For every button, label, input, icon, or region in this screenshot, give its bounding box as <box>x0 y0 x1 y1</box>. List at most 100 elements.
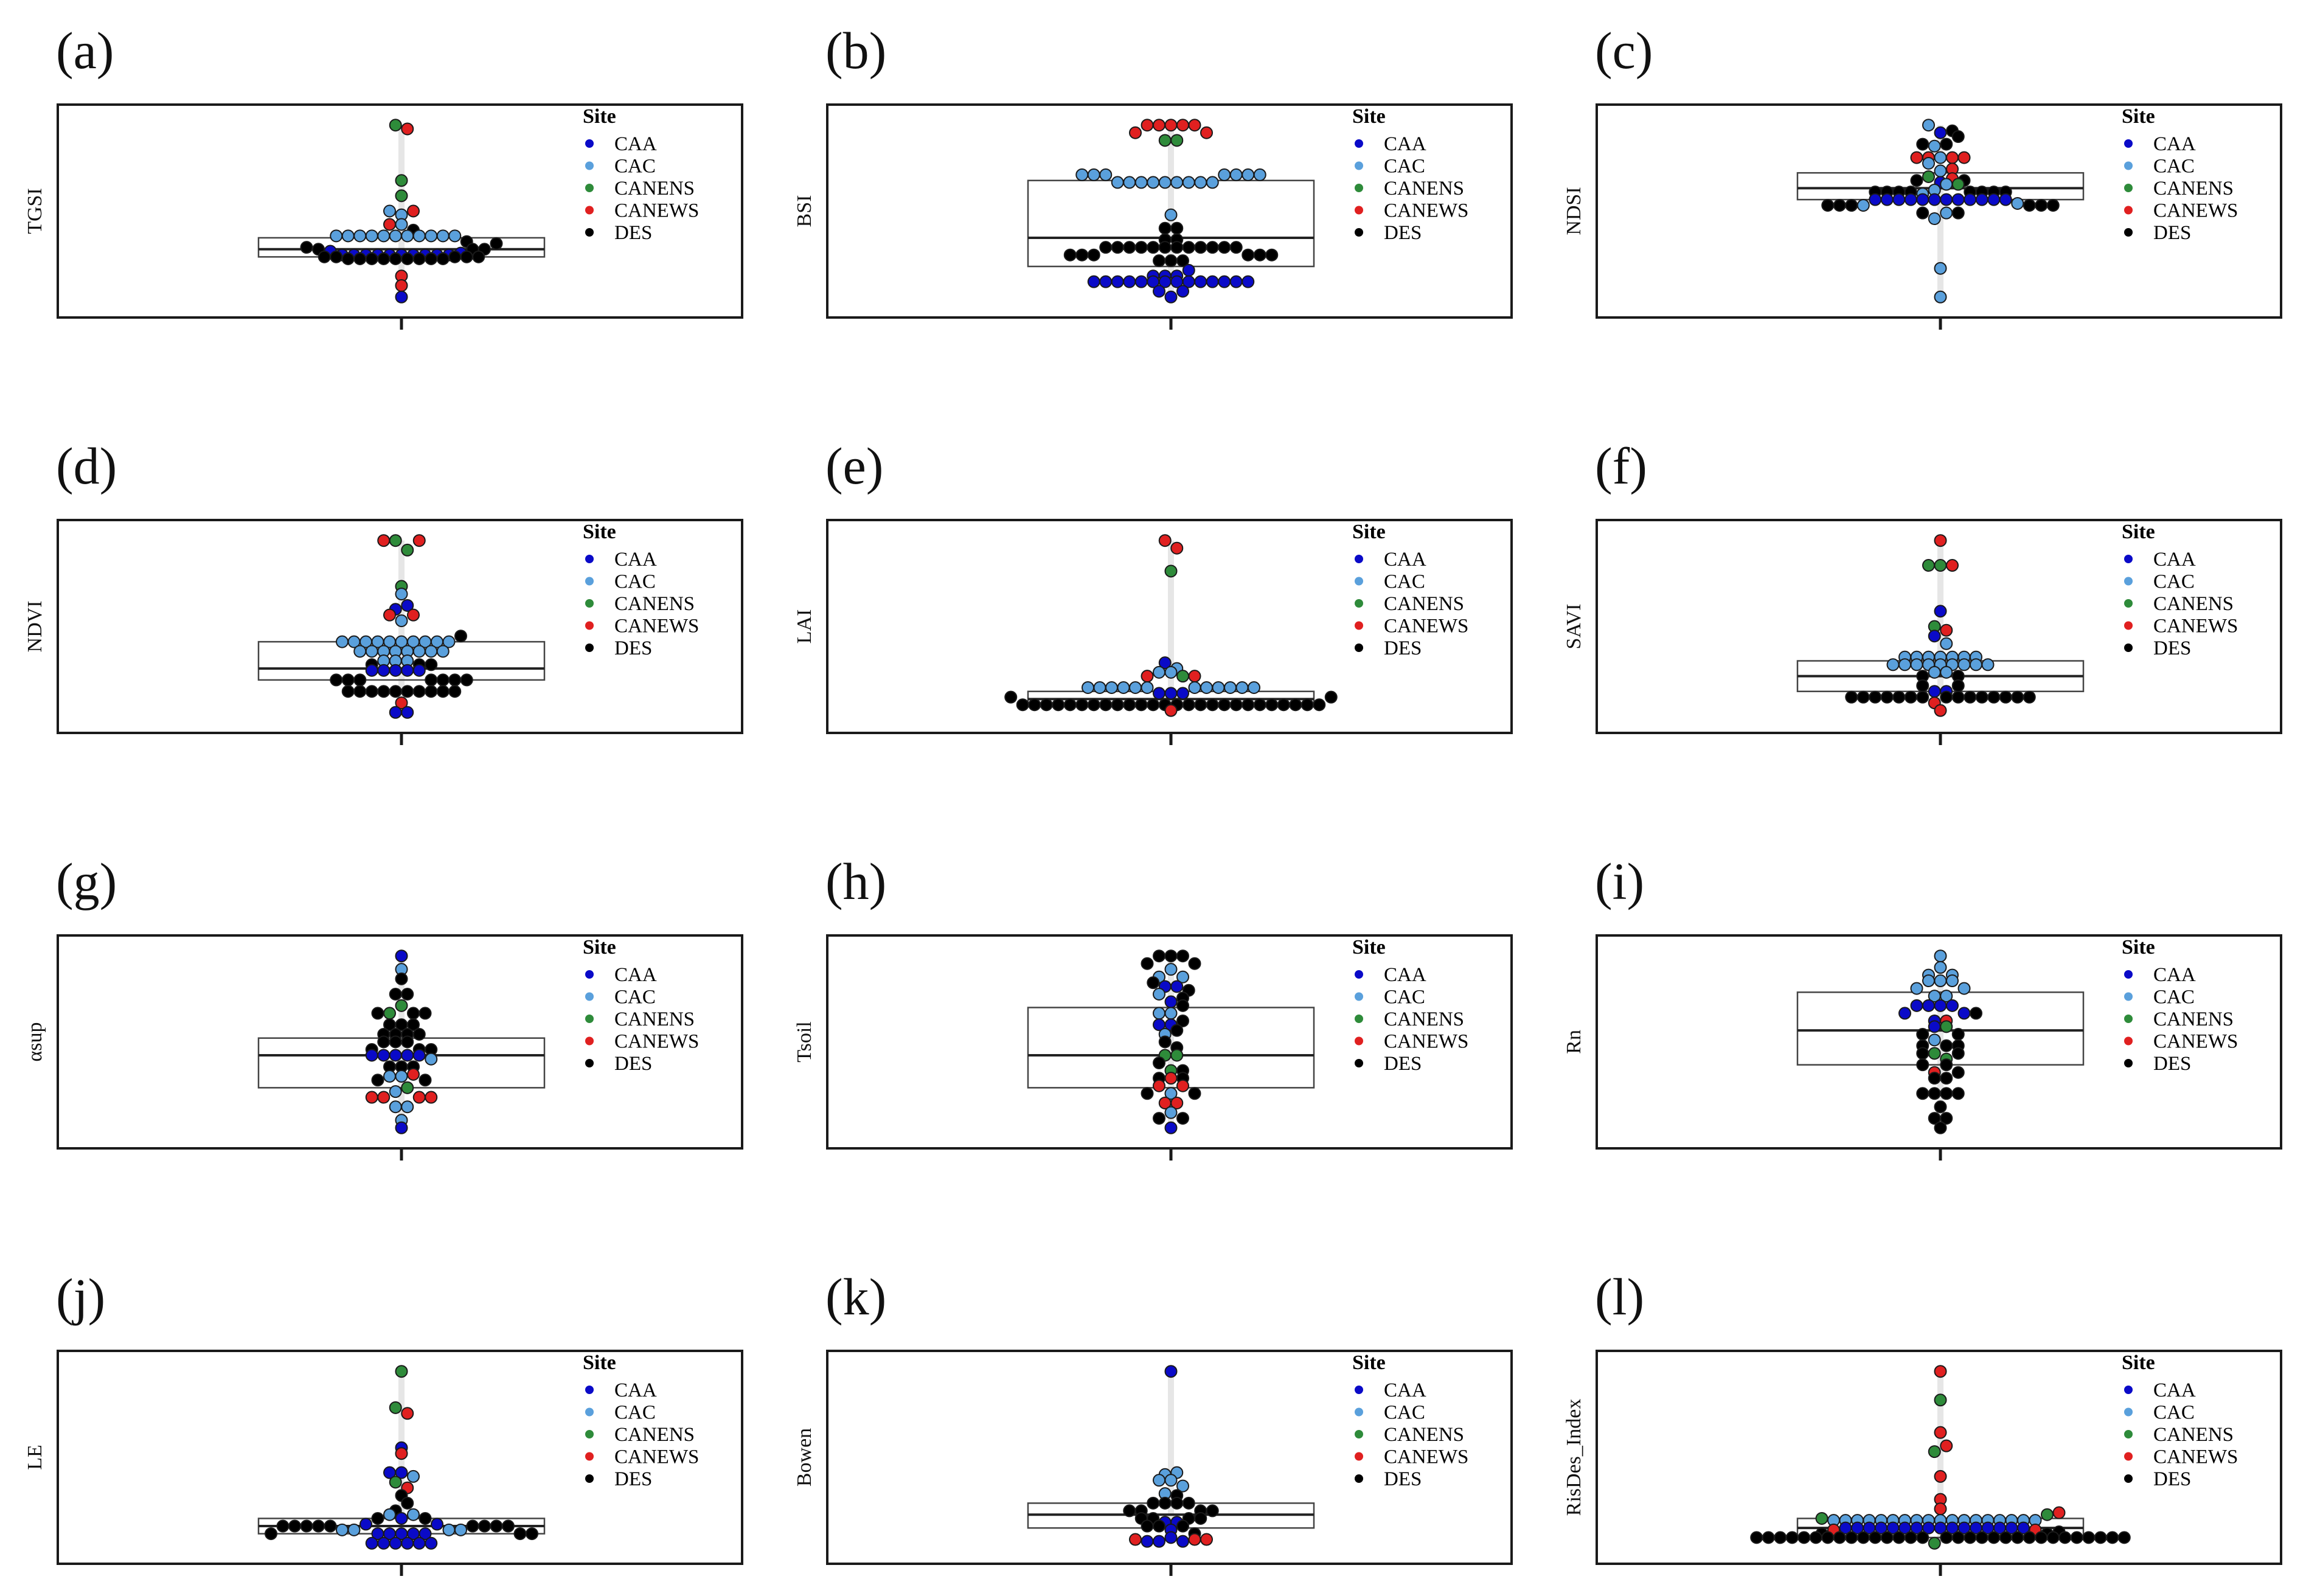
point-des <box>1821 199 1835 212</box>
point-des <box>1194 1511 1207 1525</box>
point-caa <box>1153 687 1165 700</box>
point-cac <box>1170 176 1184 189</box>
point-cac <box>389 1085 402 1098</box>
point-canens <box>1934 559 1947 572</box>
point-des <box>2094 1531 2107 1544</box>
point-cac <box>401 229 414 243</box>
legend-label-canens: CANENS <box>2153 1424 2234 1446</box>
point-cac <box>1176 1479 1189 1493</box>
point-des <box>1845 690 1858 704</box>
legend-label-canews: CANEWS <box>2153 1446 2238 1468</box>
point-cac <box>1206 176 1219 189</box>
point-canews <box>1910 151 1923 164</box>
point-cac <box>1182 176 1195 189</box>
point-des <box>1934 1100 1947 1114</box>
point-caa <box>377 664 391 677</box>
point-des <box>454 630 467 643</box>
point-caa <box>1176 687 1189 700</box>
panel-label: (d) <box>56 437 117 495</box>
legend-label-caa: CAA <box>2153 964 2196 986</box>
point-des <box>1123 241 1136 254</box>
legend-title: Site <box>1352 521 1386 543</box>
point-des <box>2082 1531 2096 1544</box>
point-canews <box>1153 1079 1165 1092</box>
point-cac <box>1928 212 1941 226</box>
legend-key-cac <box>1355 577 1363 586</box>
point-des <box>1028 698 1041 712</box>
legend-key-des <box>2124 228 2133 237</box>
legend-key-caa <box>1355 970 1363 979</box>
point-canens <box>1170 134 1184 147</box>
point-des <box>1821 1531 1835 1544</box>
legend-key-canews <box>585 1452 594 1461</box>
point-cac <box>1200 681 1213 694</box>
point-cac <box>1153 1474 1165 1487</box>
point-des <box>1951 1531 1965 1544</box>
legend-label-cac: CAC <box>1384 1402 1425 1424</box>
point-des <box>1111 698 1124 712</box>
legend-label-canews: CANEWS <box>1384 616 1468 637</box>
point-canews <box>395 696 408 710</box>
plot-frame <box>57 519 743 734</box>
point-des <box>1916 690 1929 704</box>
point-canens <box>389 1401 402 1414</box>
point-cac <box>383 1070 396 1083</box>
point-des <box>490 237 503 250</box>
point-canews <box>1200 1533 1213 1546</box>
point-caa <box>1164 290 1178 304</box>
point-canews <box>1164 1072 1178 1085</box>
legend-label-des: DES <box>1384 637 1422 659</box>
legend-key-caa <box>585 1386 594 1394</box>
legend-key-canens <box>2124 1430 2133 1438</box>
point-des <box>1134 241 1148 254</box>
legend-key-canews <box>2124 1452 2133 1461</box>
point-des <box>1040 698 1053 712</box>
point-canews <box>1164 119 1178 132</box>
legend-title: Site <box>2122 1351 2155 1374</box>
point-cac <box>412 229 426 243</box>
point-des <box>353 673 367 687</box>
point-cac <box>1158 176 1172 189</box>
legend-key-caa <box>1355 139 1363 148</box>
point-des <box>1253 248 1266 262</box>
legend-title: Site <box>583 936 616 959</box>
point-caa <box>1975 193 1988 206</box>
point-cac <box>1117 681 1130 694</box>
legend-key-cac <box>585 161 594 170</box>
point-cac <box>1940 178 1953 191</box>
point-cac <box>1153 1007 1165 1020</box>
point-des <box>1951 679 1965 692</box>
point-des <box>1170 241 1184 254</box>
plot-frame <box>1596 103 2282 319</box>
legend-label-caa: CAA <box>614 964 657 986</box>
point-caa <box>1158 656 1172 670</box>
point-des <box>1774 1531 1787 1544</box>
point-canens <box>395 999 408 1012</box>
panel-label: (i) <box>1595 852 1644 911</box>
point-cac <box>1856 199 1870 212</box>
point-des <box>2023 1531 2036 1544</box>
legend-key-caa <box>585 555 594 563</box>
y-axis-label: NDVI <box>24 601 46 653</box>
legend-key-canens <box>1355 599 1363 608</box>
point-des <box>1206 241 1219 254</box>
point-canews <box>401 122 414 136</box>
point-des <box>1153 1056 1165 1070</box>
legend-key-des <box>585 644 594 652</box>
point-des <box>341 673 355 687</box>
point-canens <box>401 1081 414 1094</box>
point-canews <box>1934 534 1947 547</box>
point-canews <box>1940 623 1953 637</box>
point-des <box>1188 957 1201 970</box>
point-caa <box>1164 1531 1178 1544</box>
point-canens <box>1176 670 1189 683</box>
point-des <box>1176 949 1189 963</box>
point-cac <box>1248 681 1260 694</box>
legend-key-canews <box>585 206 594 215</box>
point-des <box>1075 698 1089 712</box>
legend-label-canews: CANEWS <box>2153 616 2238 637</box>
point-cac <box>1099 168 1113 181</box>
point-des <box>1916 1027 1929 1041</box>
panel-label: (h) <box>825 852 886 911</box>
